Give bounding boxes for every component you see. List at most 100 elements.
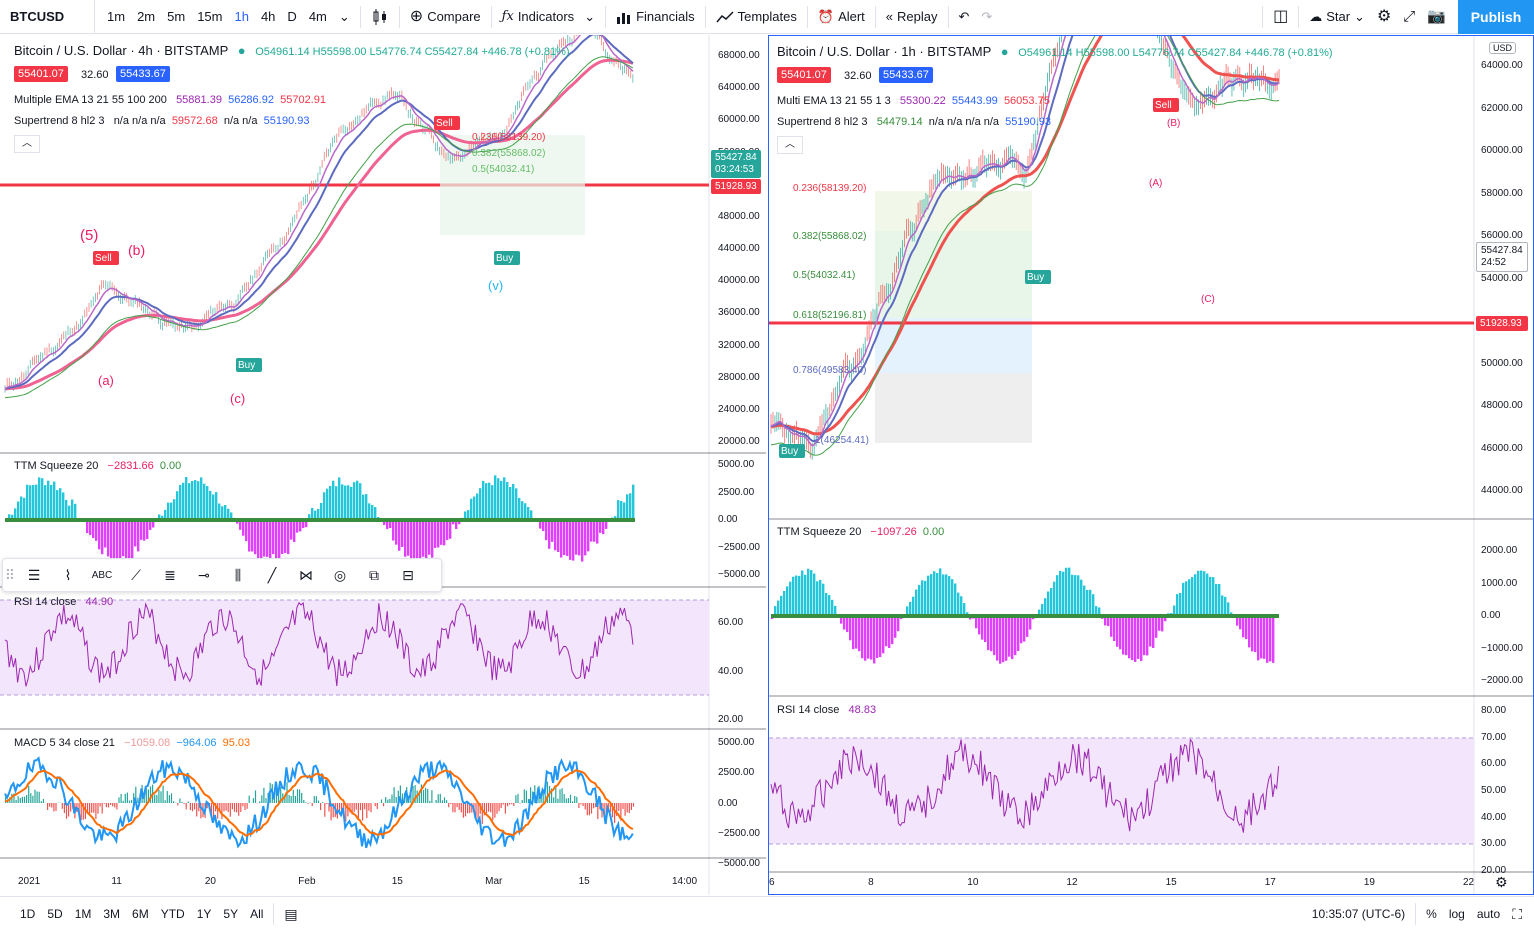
divider — [806, 5, 808, 28]
horizontal-ray-icon[interactable]: ⊸ — [198, 566, 210, 583]
ttm-bar — [1224, 596, 1227, 616]
ttm-bar — [786, 586, 789, 616]
interval-d[interactable]: D — [287, 8, 297, 24]
macd-hist-bar — [462, 803, 464, 818]
interval-dropdown-icon[interactable]: ⌄ — [338, 8, 350, 24]
left-countdown: 03:24:53 — [715, 164, 754, 175]
left-ttm-v2: 0.00 — [159, 460, 182, 472]
auto-scale-toggle[interactable]: auto — [1476, 907, 1501, 921]
symbol-search[interactable]: BTCUSD — [0, 0, 95, 34]
goto-date-calendar-icon[interactable]: ▤ — [284, 905, 298, 922]
chart-type-candles-icon[interactable] — [365, 0, 395, 34]
fullscreen-icon[interactable]: ⤢ — [1403, 7, 1416, 25]
interval-1m[interactable]: 1m — [107, 8, 126, 24]
ttm-bar — [584, 520, 587, 556]
price-tick: 48000.00 — [718, 210, 760, 222]
vertical-lines-icon[interactable]: ⫼ — [234, 566, 242, 583]
macd-hist-bar — [420, 784, 422, 803]
range-ytd[interactable]: YTD — [160, 907, 185, 921]
wave-label: (B) — [1167, 118, 1180, 129]
left-ema-legend[interactable]: Multiple EMA 13 21 55 100 200 55881.39 5… — [14, 94, 326, 106]
right-supertrend-legend[interactable]: Supertrend 8 hl2 3 54479.14 n/a n/a n/a … — [777, 116, 1051, 128]
ttm-bar — [1257, 616, 1260, 661]
right-legend-collapse-button[interactable]: ︿ — [777, 136, 803, 154]
ttm-bar — [149, 520, 152, 530]
measure-icon[interactable]: ⊟ — [402, 566, 414, 583]
replay-button[interactable]: « Replay — [880, 0, 944, 34]
ttm-bar — [984, 616, 987, 643]
left-chart-canvas[interactable]: (5) (b) (a) (c) Sell Buy Sell Buy (v) 0.236(58139… — [0, 35, 766, 895]
drawing-toolbar[interactable]: ⠿ ☰ ⌇ ABC ⟋ ≣ ⊸ ⫼ ╱ ⋈ ◎ ⧉ ⊟ — [2, 558, 442, 592]
range-1y[interactable]: 1Y — [196, 907, 212, 921]
range-1m[interactable]: 1M — [74, 907, 92, 921]
left-ask-tag[interactable]: 55433.67 — [116, 66, 170, 82]
right-ema-legend[interactable]: Multi EMA 13 21 55 1 3 55300.22 55443.99… — [777, 95, 1050, 107]
financials-button[interactable]: Financials — [610, 0, 701, 34]
interval-4h[interactable]: 4h — [260, 8, 276, 24]
macd-hist-bar — [122, 800, 124, 803]
range-5d[interactable]: 5D — [47, 907, 63, 921]
horizontal-lines-icon[interactable]: ☰ — [27, 566, 41, 583]
compare-button[interactable]: ⊕ Compare — [404, 0, 487, 34]
fib-retracement-icon[interactable]: ≣ — [164, 566, 176, 583]
templates-button[interactable]: Templates — [710, 0, 803, 34]
abc-pattern-icon[interactable]: ABC — [91, 569, 113, 581]
ttm-bar — [527, 506, 530, 520]
layout-icon[interactable]: ◫ — [1273, 7, 1289, 25]
price-tick: 44000.00 — [1481, 485, 1523, 496]
left-bid-tag[interactable]: 55401.07 — [14, 66, 68, 82]
interval-5m[interactable]: 5m — [167, 8, 186, 24]
interval-1h[interactable]: 1h — [234, 8, 249, 24]
brush-icon[interactable]: ◎ — [333, 566, 347, 583]
elliott-wave-icon[interactable]: ⌇ — [64, 566, 72, 583]
ttm-bar — [368, 503, 371, 520]
xabcd-pattern-icon[interactable]: ⋈ — [299, 566, 313, 583]
trend-line-icon[interactable]: ⟋ — [131, 566, 141, 583]
interval-4m[interactable]: 4m — [308, 8, 327, 24]
left-legend-collapse-button[interactable]: ︿ — [14, 135, 40, 153]
camera-icon[interactable]: 📷 — [1427, 7, 1446, 25]
ray-icon[interactable]: ╱ — [267, 566, 277, 583]
right-rsi-legend[interactable]: RSI 14 close 48.83 — [777, 704, 876, 716]
range-1d[interactable]: 1D — [20, 907, 36, 921]
chart-settings-gear-icon[interactable]: ⚙ — [1495, 874, 1508, 890]
macd-hist-bar — [36, 791, 38, 803]
clock-timezone[interactable]: 10:35:07 (UTC-6) — [1311, 907, 1406, 921]
range-5y[interactable]: 5Y — [223, 907, 239, 921]
settings-gear-icon[interactable]: ⚙ — [1376, 7, 1392, 25]
right-chart-pane[interactable]: 0.236(58139.20) 0.382(55868.02) 0.5(54032.… — [768, 35, 1534, 895]
right-bid-tag[interactable]: 55401.07 — [777, 67, 831, 83]
left-chart-pane[interactable]: (5) (b) (a) (c) Sell Buy Sell Buy (v) 0.236(58139… — [0, 35, 766, 895]
left-rsi-legend[interactable]: RSI 14 close 44.90 — [14, 596, 113, 608]
left-macd-label: MACD 5 34 close 21 — [14, 737, 115, 749]
maximize-icon[interactable]: ⛶ — [1512, 905, 1522, 922]
ttm-bar — [17, 501, 20, 520]
macd-hist-bar — [80, 803, 82, 821]
star-button[interactable]: ☁ Star ⌄ — [1303, 0, 1371, 34]
interval-15m[interactable]: 15m — [197, 8, 223, 24]
indicators-button[interactable]: ƒx Indicators ⌄ — [496, 0, 601, 34]
range-3m[interactable]: 3M — [103, 907, 121, 921]
ttm-bar — [473, 496, 476, 520]
log-scale-toggle[interactable]: log — [1448, 907, 1465, 921]
right-ask-tag[interactable]: 55433.67 — [879, 67, 933, 83]
range-6m[interactable]: 6M — [132, 907, 149, 921]
left-st-v1: 59572.68 — [171, 115, 218, 127]
macd-hist-bar — [395, 797, 397, 803]
right-chart-canvas[interactable]: 0.236(58139.20) 0.382(55868.02) 0.5(54032.… — [769, 36, 1533, 894]
drag-handle-icon[interactable]: ⠿ — [4, 566, 16, 583]
macd-hist-bar — [370, 803, 372, 813]
undo-icon[interactable]: ↶ — [958, 8, 970, 24]
left-ttm-legend[interactable]: TTM Squeeze 20 −2831.66 0.00 — [14, 460, 181, 472]
left-macd-legend[interactable]: MACD 5 34 close 21 −1059.08 −964.06 95.0… — [14, 737, 250, 749]
left-supertrend-legend[interactable]: Supertrend 8 hl2 3 n/a n/a n/a 59572.68 … — [14, 115, 309, 127]
redo-icon[interactable]: ↷ — [981, 8, 993, 24]
parallel-channel-icon[interactable]: ⧉ — [369, 566, 379, 583]
publish-button[interactable]: Publish — [1458, 0, 1534, 34]
right-ttm-legend[interactable]: TTM Squeeze 20 −1097.26 0.00 — [777, 526, 944, 538]
alert-button[interactable]: ⏰ Alert — [812, 0, 871, 34]
interval-2m[interactable]: 2m — [137, 8, 156, 24]
left-st-na2: n/a n/a — [223, 115, 258, 127]
percent-scale-toggle[interactable]: % — [1426, 907, 1437, 921]
range-all[interactable]: All — [250, 907, 264, 921]
